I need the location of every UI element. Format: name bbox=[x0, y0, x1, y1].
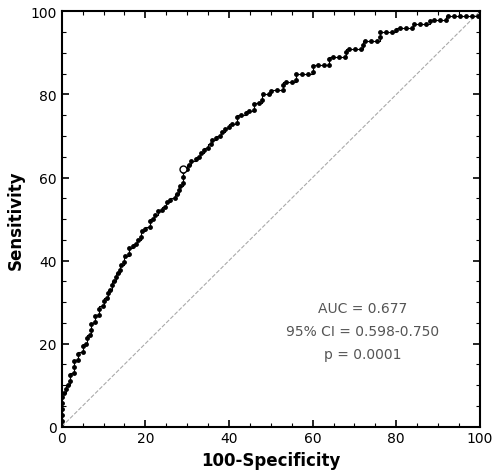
X-axis label: 100-Specificity: 100-Specificity bbox=[201, 451, 340, 469]
Y-axis label: Sensitivity: Sensitivity bbox=[7, 170, 25, 269]
Text: AUC = 0.677
95% CI = 0.598-0.750
p = 0.0001: AUC = 0.677 95% CI = 0.598-0.750 p = 0.0… bbox=[286, 302, 440, 361]
